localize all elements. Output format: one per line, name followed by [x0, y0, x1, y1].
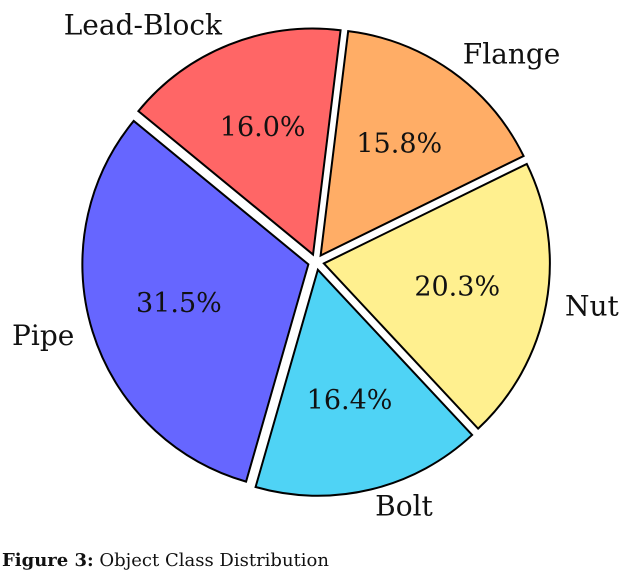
slice-percent: 16.0% — [220, 112, 306, 143]
slice-percent: 31.5% — [136, 288, 222, 319]
slice-percent: 20.3% — [414, 271, 500, 302]
slice-label: Flange — [463, 37, 561, 70]
pie-slice — [254, 267, 474, 497]
slice-label: Pipe — [12, 319, 74, 352]
pie-slice — [322, 162, 551, 431]
caption-label: Figure 3: — [2, 550, 94, 570]
pie-slice — [319, 30, 525, 258]
pie-slice — [81, 119, 310, 483]
slice-percent: 15.8% — [356, 129, 442, 160]
slice-label: Nut — [565, 289, 620, 322]
caption: Figure 3: Object Class Distribution — [2, 550, 329, 570]
pie-slice — [136, 27, 342, 257]
slice-label: Bolt — [375, 490, 433, 523]
caption-text: Object Class Distribution — [99, 550, 329, 570]
slice-percent: 16.4% — [307, 385, 393, 416]
slice-label: Lead-Block — [64, 8, 223, 41]
